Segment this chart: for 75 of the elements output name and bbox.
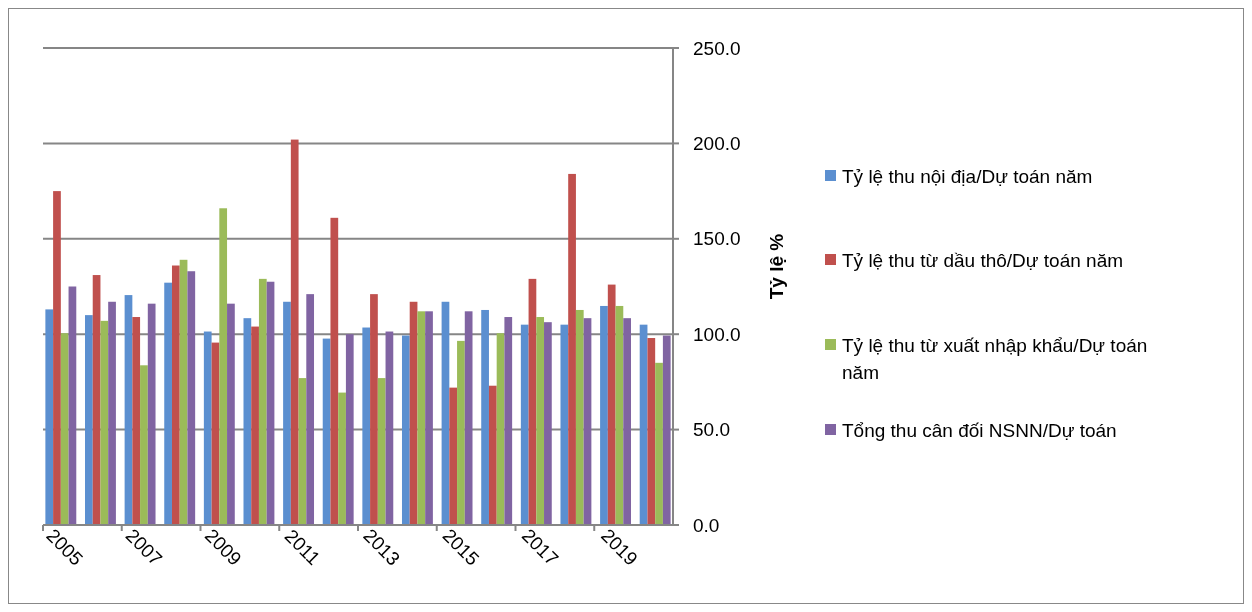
bar — [179, 259, 188, 525]
y-tick-label: 100.0 — [693, 323, 741, 345]
bar — [528, 278, 537, 525]
bar — [536, 317, 545, 525]
bar — [488, 385, 497, 525]
bar — [655, 362, 663, 525]
legend-label: Tổng thu cân đối NSNN/Dự toán — [842, 419, 1117, 441]
bar — [227, 303, 235, 525]
bar — [607, 284, 616, 525]
y-tick-label: 250.0 — [693, 37, 741, 59]
bar — [187, 271, 196, 525]
bar — [544, 322, 552, 525]
y-tick-label: 200.0 — [693, 133, 741, 155]
bar — [283, 301, 291, 525]
bar — [330, 217, 339, 525]
bar — [496, 333, 505, 525]
bar — [322, 338, 331, 525]
bar — [441, 301, 450, 525]
bar — [68, 286, 77, 525]
bar — [124, 295, 133, 525]
bar — [53, 191, 61, 525]
legend-label: Tỷ lệ thu từ xuất nhập khẩu/Dự toán năm — [842, 334, 1148, 384]
bar — [417, 311, 426, 525]
bar — [60, 333, 69, 525]
bar — [171, 265, 180, 525]
bar — [85, 315, 93, 525]
bar — [568, 173, 576, 525]
y-axis-title: Tỷ lệ % — [766, 233, 787, 300]
legend-label: Tỷ lệ thu nội địa/Dự toán năm — [842, 165, 1093, 187]
bar — [92, 275, 101, 525]
bar — [147, 303, 156, 525]
bar — [615, 305, 624, 525]
bar — [164, 282, 172, 525]
bar — [203, 331, 212, 525]
bar — [647, 338, 656, 525]
bar — [504, 317, 513, 525]
bar — [370, 294, 378, 525]
bar — [464, 311, 473, 525]
bar — [345, 334, 354, 525]
bar — [575, 309, 584, 525]
bar — [449, 387, 458, 525]
bar — [362, 327, 371, 525]
bar — [623, 318, 631, 525]
bar — [100, 320, 109, 525]
bar — [251, 326, 259, 525]
bar — [338, 392, 346, 525]
y-tick-label: 0.0 — [693, 514, 720, 536]
bar — [481, 309, 489, 525]
bar — [108, 301, 116, 525]
bar — [520, 324, 529, 525]
bar — [401, 335, 410, 525]
bar — [290, 139, 299, 525]
bar — [298, 378, 307, 525]
y-tick-label: 50.0 — [693, 419, 730, 441]
bar — [266, 281, 275, 525]
bar — [409, 301, 418, 525]
bar — [639, 324, 648, 525]
bar — [211, 342, 220, 525]
bar — [219, 208, 228, 525]
bar — [377, 378, 386, 525]
bar — [457, 340, 465, 525]
bar — [425, 311, 433, 525]
bar — [243, 318, 252, 525]
bar — [385, 331, 394, 525]
bar — [132, 317, 141, 525]
bar — [583, 318, 592, 525]
bar — [258, 278, 267, 525]
bar — [560, 324, 569, 525]
bar — [600, 305, 608, 525]
bar — [140, 365, 148, 525]
bar — [45, 309, 54, 525]
bar — [306, 294, 315, 525]
y-tick-label: 150.0 — [693, 228, 741, 250]
legend-label: Tỷ lệ thu từ dầu thô/Dự toán năm — [842, 249, 1124, 271]
bar — [662, 335, 671, 525]
